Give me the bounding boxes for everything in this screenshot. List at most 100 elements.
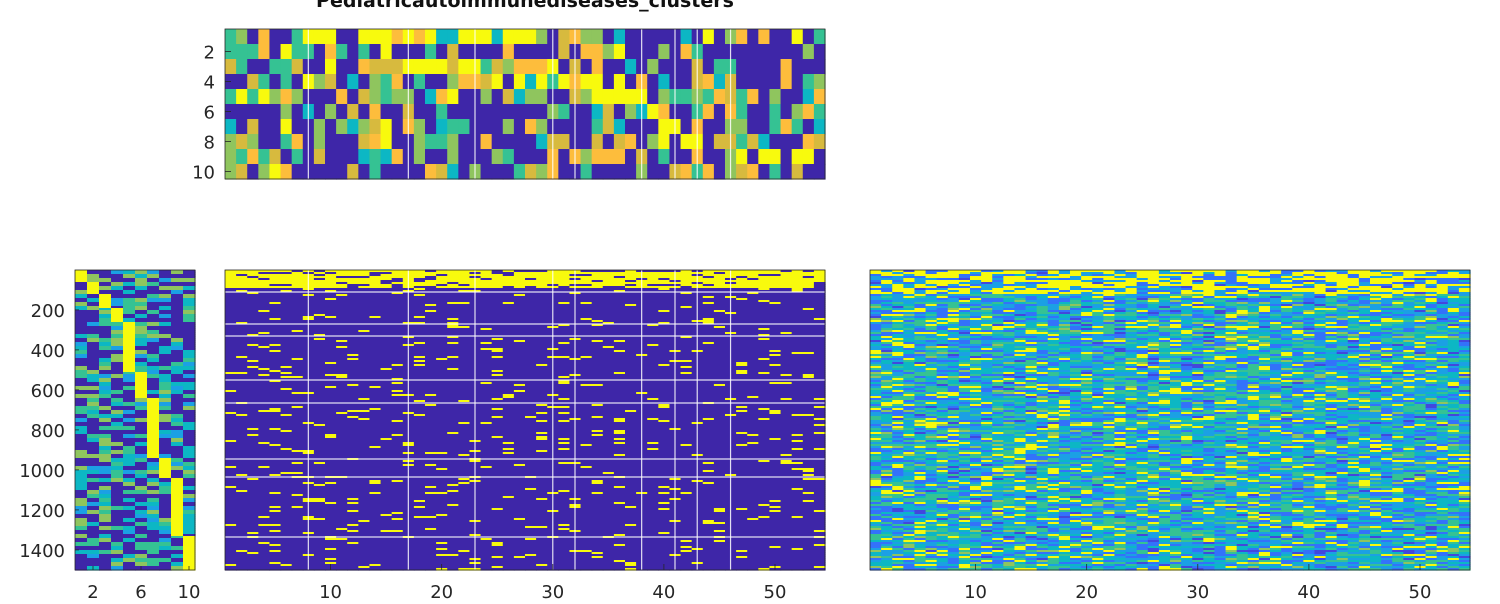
heatmap-cell	[614, 89, 626, 105]
heatmap-cell	[336, 164, 348, 180]
heatmap-cell	[781, 74, 793, 90]
heatmap-cell	[503, 44, 515, 60]
heatmap-cell	[703, 29, 715, 45]
heatmap-cell	[592, 164, 604, 180]
heatmap-cell	[792, 164, 804, 180]
heatmap-cell	[336, 149, 348, 165]
heatmap-cell	[325, 104, 337, 120]
heatmap-cell	[514, 59, 526, 75]
heatmap-cell	[481, 44, 493, 60]
heatmap-cell	[647, 89, 659, 105]
heatmap-cell	[481, 149, 493, 165]
heatmap-cell	[625, 59, 637, 75]
heatmap-cell	[481, 134, 493, 150]
heatmap-cell	[414, 149, 426, 165]
heatmap-cell	[514, 134, 526, 150]
heatmap-cell	[525, 164, 537, 180]
heatmap-cell	[336, 59, 348, 75]
heatmap-cell	[492, 29, 504, 45]
heatmap-cell	[458, 119, 470, 135]
heatmap-cell	[614, 149, 626, 165]
heatmap-cell	[736, 164, 748, 180]
heatmap-cell	[814, 44, 826, 60]
heatmap-cell	[447, 89, 459, 105]
heatmap-cell	[814, 89, 826, 105]
heatmap-cell	[358, 119, 370, 135]
heatmap-cell	[458, 59, 470, 75]
heatmap-cell	[258, 149, 270, 165]
heatmap-cell	[414, 29, 426, 45]
heatmap-cell	[592, 149, 604, 165]
heatmap-cell	[236, 134, 248, 150]
heatmap-cell	[558, 149, 570, 165]
heatmap-cell	[236, 29, 248, 45]
heatmap-cell	[447, 134, 459, 150]
heatmap-cell	[581, 89, 593, 105]
heatmap-cell	[269, 149, 281, 165]
heatmap-cell	[425, 74, 437, 90]
heatmap-cell	[747, 29, 759, 45]
heatmap-cell	[414, 134, 426, 150]
heatmap-cell	[325, 149, 337, 165]
heatmap-cell	[503, 29, 515, 45]
heatmap-cell	[603, 44, 615, 60]
heatmap-cell	[447, 119, 459, 135]
heatmap-cell	[281, 89, 293, 105]
heatmap-cell	[414, 164, 426, 180]
heatmap-cell	[425, 119, 437, 135]
heatmap-cell	[781, 44, 793, 60]
heatmap-cell	[625, 29, 637, 45]
heatmap-cell	[558, 164, 570, 180]
heatmap-cell	[614, 74, 626, 90]
heatmap-cell	[647, 119, 659, 135]
heatmap-cell	[381, 89, 393, 105]
heatmap-cell	[447, 149, 459, 165]
heatmap-cell	[681, 29, 693, 45]
heatmap-cell	[758, 119, 770, 135]
y-tick-label: 10	[192, 163, 215, 184]
heatmap-cell	[381, 74, 393, 90]
heatmap-cell	[658, 44, 670, 60]
heatmap-cell	[436, 104, 448, 120]
heatmap-cell	[492, 119, 504, 135]
heatmap-cell	[458, 74, 470, 90]
heatmap-cell	[481, 89, 493, 105]
heatmap-cell	[625, 119, 637, 135]
heatmap-cell	[269, 134, 281, 150]
heatmap-cell	[447, 74, 459, 90]
heatmap-cell	[258, 164, 270, 180]
heatmap-cell	[747, 149, 759, 165]
heatmap-cell	[414, 119, 426, 135]
heatmap-cell	[736, 104, 748, 120]
heatmap-cell	[781, 104, 793, 120]
heatmap-cell	[392, 134, 404, 150]
heatmap-cell	[492, 104, 504, 120]
heatmap-cell	[803, 134, 815, 150]
heatmap-cell	[703, 104, 715, 120]
heatmap-cell	[736, 74, 748, 90]
heatmap-cell	[392, 74, 404, 90]
heatmap-cell	[814, 149, 826, 165]
heatmap-cell	[603, 119, 615, 135]
heatmap-cell	[614, 104, 626, 120]
heatmap-cell	[458, 164, 470, 180]
heatmap-cell	[392, 29, 404, 45]
heatmap-cell	[292, 89, 304, 105]
heatmap-cell	[369, 149, 381, 165]
heatmap-cell	[325, 119, 337, 135]
heatmap-cell	[736, 44, 748, 60]
heatmap-cell	[292, 44, 304, 60]
heatmap-cell	[292, 149, 304, 165]
heatmap-cell	[603, 164, 615, 180]
heatmap-cell	[392, 44, 404, 60]
heatmap-cell	[425, 164, 437, 180]
heatmap-cell	[558, 119, 570, 135]
heatmap-cell	[381, 29, 393, 45]
heatmap-cell	[681, 149, 693, 165]
heatmap-cell	[458, 149, 470, 165]
heatmap-cell	[514, 119, 526, 135]
heatmap-cell	[425, 89, 437, 105]
heatmap-cell	[758, 89, 770, 105]
heatmap-cell	[769, 149, 781, 165]
